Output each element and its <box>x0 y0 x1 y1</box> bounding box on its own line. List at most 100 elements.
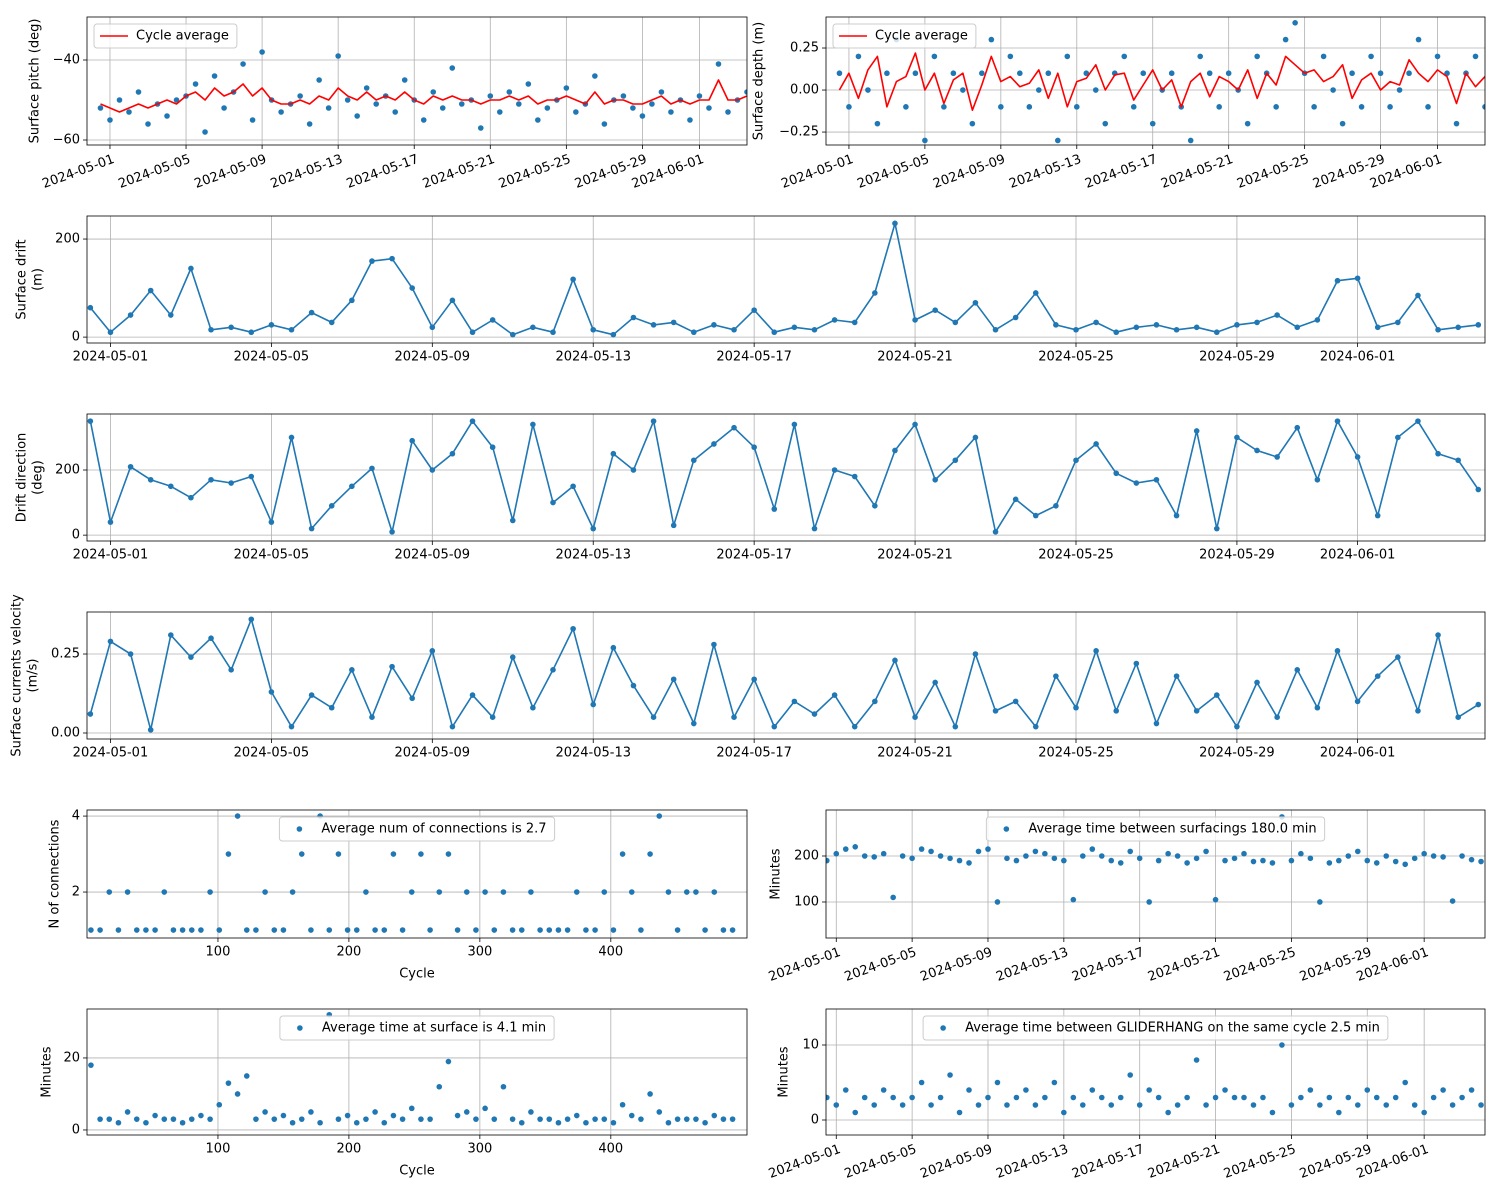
y-axis-label: Minutes <box>769 848 784 899</box>
data-point <box>1402 1079 1408 1086</box>
data-point <box>248 329 255 336</box>
x-tick-label: 2024-05-21 <box>877 548 953 563</box>
data-point <box>234 813 241 819</box>
data-point <box>1117 860 1124 866</box>
data-point <box>408 1105 415 1112</box>
data-point <box>650 714 657 721</box>
data-point <box>851 319 858 326</box>
data-point <box>335 53 341 59</box>
data-point <box>1317 899 1323 905</box>
data-point <box>791 324 798 331</box>
y-tick-label: −0.25 <box>779 125 819 140</box>
data-point <box>1241 1094 1247 1101</box>
data-point <box>1364 857 1371 864</box>
data-point <box>1307 1087 1314 1093</box>
data-point <box>1269 860 1276 866</box>
data-point <box>683 1116 690 1122</box>
data-point <box>1354 848 1361 855</box>
data-point <box>1153 476 1160 483</box>
legend-item: Average time between GLIDERHANG on the s… <box>940 1021 1380 1036</box>
data-point <box>1121 53 1128 60</box>
data-point <box>458 101 465 107</box>
y-tick-label: 0.25 <box>51 647 80 662</box>
data-point <box>861 1094 868 1101</box>
data-point <box>427 927 433 933</box>
data-point <box>846 104 852 110</box>
data-point <box>473 927 479 933</box>
y-tick-label: −40 <box>53 53 80 68</box>
x-tick-label: 2024-05-29 <box>1199 746 1275 761</box>
data-point <box>530 421 536 428</box>
legend: Average time between surfacings 180.0 mi… <box>985 816 1326 842</box>
data-point <box>1173 326 1180 333</box>
x-tick-label: 2024-05-13 <box>994 945 1070 985</box>
data-point <box>1153 720 1160 727</box>
data-point <box>308 309 315 316</box>
y-axis-label: (m/s) <box>26 659 41 693</box>
data-point <box>630 105 636 111</box>
chart: 0 20 100 200 300 400 Minutes Cycle Average time … <box>40 1008 748 1179</box>
data-point <box>420 117 427 123</box>
data-point <box>619 1101 626 1108</box>
data-point <box>826 857 830 864</box>
data-point <box>188 927 195 933</box>
data-point <box>409 285 415 291</box>
data-point <box>469 418 476 424</box>
data-point <box>892 657 898 664</box>
data-point <box>363 1116 369 1122</box>
data-point <box>1334 648 1341 654</box>
data-point <box>1294 324 1301 331</box>
data-point <box>842 1087 849 1093</box>
data-point <box>228 667 234 673</box>
data-point <box>192 81 199 87</box>
data-point <box>87 418 94 424</box>
data-point <box>429 648 436 654</box>
y-tick-label: 0.25 <box>790 41 819 56</box>
data-point <box>399 1116 406 1122</box>
data-point <box>1133 660 1140 667</box>
data-point <box>325 105 332 111</box>
data-point <box>711 889 718 895</box>
data-point <box>1216 104 1222 110</box>
data-point <box>1444 70 1450 77</box>
data-point <box>1234 434 1240 441</box>
axes-frame <box>86 413 1486 542</box>
data-point <box>288 434 295 441</box>
data-point <box>409 437 415 444</box>
data-point <box>240 61 246 67</box>
data-point <box>369 465 375 472</box>
data-point <box>1234 322 1240 328</box>
data-point <box>449 450 456 457</box>
data-point <box>573 1112 580 1119</box>
data-point <box>947 1072 953 1078</box>
data-point <box>1206 70 1213 77</box>
data-point <box>1406 70 1412 77</box>
data-point <box>702 927 708 933</box>
data-point <box>638 927 644 933</box>
data-point <box>1334 418 1341 424</box>
data-point <box>890 1094 896 1101</box>
data-point <box>439 105 446 111</box>
data-point <box>1254 53 1260 60</box>
data-point <box>1083 70 1090 77</box>
data-point <box>1149 120 1156 127</box>
data-point <box>564 1116 571 1122</box>
data-point <box>601 121 608 127</box>
plot-area <box>87 418 1482 535</box>
data-point <box>216 1101 223 1108</box>
data-point <box>909 855 915 862</box>
y-axis-label: Minutes <box>777 1046 792 1097</box>
data-point <box>831 467 838 473</box>
data-point <box>1053 503 1059 509</box>
data-point <box>1113 708 1120 714</box>
data-point <box>985 846 991 852</box>
legend-label: Cycle average <box>875 29 968 44</box>
data-point <box>97 105 104 111</box>
data-point <box>198 927 204 933</box>
data-point <box>1288 1102 1295 1108</box>
data-point <box>1317 1102 1323 1108</box>
data-point <box>389 663 395 670</box>
data-point <box>711 641 717 648</box>
data-point <box>1435 632 1441 638</box>
data-point <box>691 329 697 336</box>
